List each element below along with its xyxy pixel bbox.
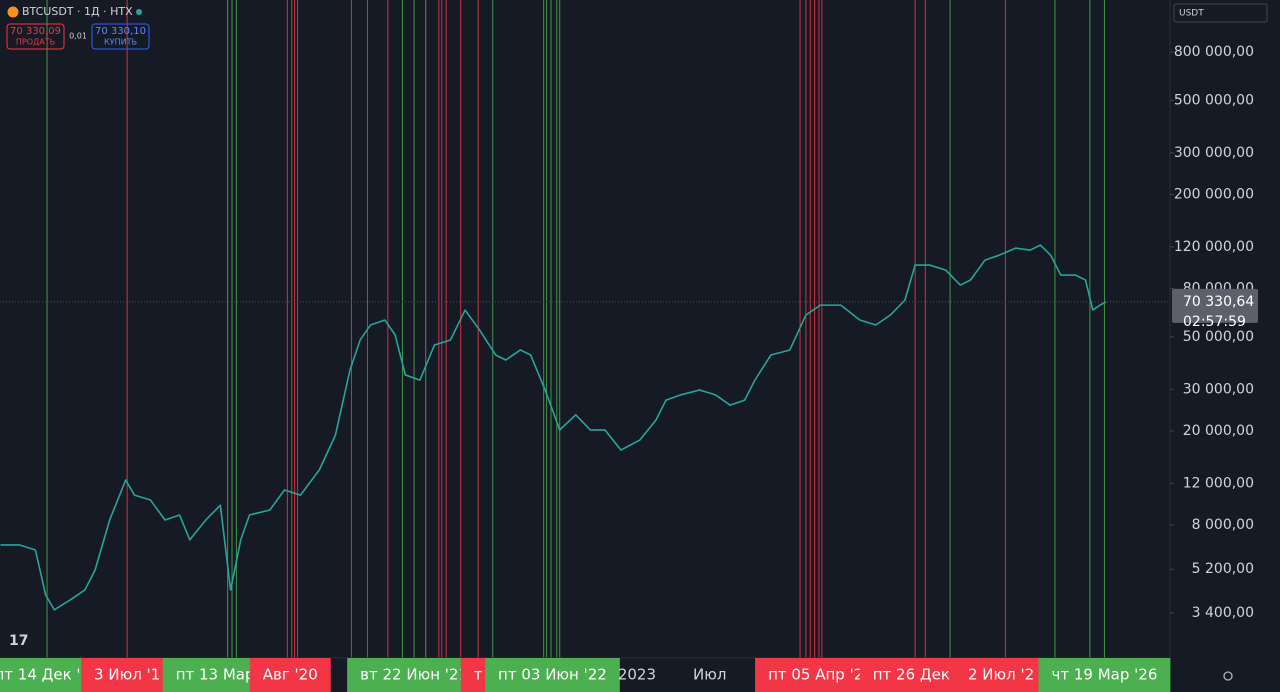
x-tick-label: Авг '20	[263, 666, 318, 684]
buy-price: 70 330,10	[95, 26, 146, 37]
settings-icon[interactable]	[1223, 671, 1233, 681]
sell-price: 70 330,09	[10, 26, 61, 37]
x-tick-label: Июл	[693, 666, 726, 684]
x-tick-label: пт 05 Апр '24	[768, 666, 873, 684]
x-tick: 3 Июл '1	[81, 658, 174, 692]
x-tick-label: т	[474, 666, 483, 684]
symbol: BTCUSDT · 1Д · HTX	[22, 5, 133, 18]
last-price-box	[1172, 288, 1258, 323]
x-tick-label: пт 26 Дек '24	[873, 666, 978, 684]
x-tick: Авг '20	[249, 658, 331, 692]
x-tick: 2 Июл '2	[954, 658, 1048, 692]
y-tick-label: 20 000,00	[1183, 423, 1254, 439]
x-tick-label: пт 14 Дек '18	[0, 666, 100, 684]
x-tick: Июл	[693, 666, 726, 684]
coin-icon	[7, 6, 19, 18]
x-tick-box	[347, 658, 482, 692]
x-tick-label: 2023	[618, 666, 656, 684]
y-tick-label: 300 000,00	[1174, 145, 1254, 161]
y-tick-label: 3 400,00	[1192, 605, 1254, 621]
y-axis: 3 400,00 5 200,00 8 000,00 12 000,00 20 000,…	[1170, 44, 1258, 621]
x-tick-label: вт 22 Июн '21	[360, 666, 468, 684]
spread: 0,01	[69, 32, 87, 41]
y-tick-label: 50 000,00	[1183, 329, 1254, 345]
buy-label: КУПИТЬ	[104, 38, 137, 47]
last-price-label: 70 330,64	[1183, 294, 1254, 310]
y-tick-label: 5 200,00	[1192, 561, 1254, 577]
buy-button[interactable]	[91, 23, 150, 50]
y-tick-label: 12 000,00	[1183, 475, 1254, 491]
x-tick-box	[485, 658, 620, 692]
currency: USDT	[1179, 9, 1204, 19]
x-tick: вт 22 Июн '21	[347, 658, 482, 692]
x-tick-box	[954, 658, 1048, 692]
price-line	[0, 244, 1107, 611]
logo: 𝟭𝟳	[9, 633, 28, 649]
x-tick-box	[249, 658, 331, 692]
sell-label: ПРОДАТЬ	[16, 38, 55, 47]
x-tick-label: пт 03 Июн '22	[498, 666, 607, 684]
y-tick-label: 8 000,00	[1192, 517, 1254, 533]
x-tick-box	[81, 658, 174, 692]
x-tick-label: чт 19 Мар '26	[1052, 666, 1158, 684]
x-tick: пт 03 Июн '22	[485, 658, 620, 692]
plot-area	[0, 0, 1170, 658]
x-tick-label: 3 Июл '1	[94, 666, 160, 684]
x-tick: чт 19 Мар '26	[1038, 658, 1171, 692]
x-tick-label: 2 Июл '2	[968, 666, 1034, 684]
y-tick-label: 30 000,00	[1183, 381, 1254, 397]
currency-select[interactable]	[1173, 3, 1268, 23]
x-tick: 2023	[618, 666, 656, 684]
y-tick-label: 800 000,00	[1174, 44, 1254, 60]
countdown: 02:57:59	[1183, 314, 1246, 330]
sell-button[interactable]	[6, 23, 65, 50]
status-dot	[136, 9, 142, 15]
x-tick-box	[1038, 658, 1171, 692]
y-tick-label: 200 000,00	[1174, 187, 1254, 203]
y-tick-label: 500 000,00	[1174, 92, 1254, 108]
y-tick-label: 120 000,00	[1174, 239, 1254, 255]
